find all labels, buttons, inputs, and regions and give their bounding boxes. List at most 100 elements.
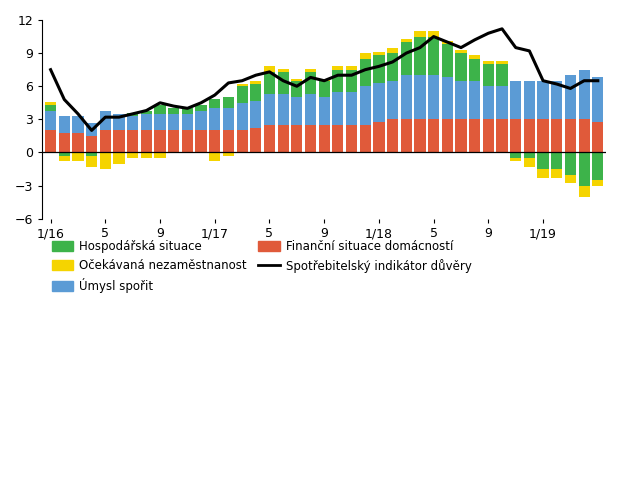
Bar <box>373 55 384 83</box>
Bar <box>168 130 179 152</box>
Bar <box>414 31 425 36</box>
Bar <box>237 130 248 152</box>
Bar <box>237 86 248 103</box>
Bar <box>565 75 576 120</box>
Bar <box>346 125 357 152</box>
Bar <box>442 44 453 77</box>
Bar <box>469 55 480 59</box>
Bar <box>100 152 111 169</box>
Bar <box>537 152 549 169</box>
Bar <box>455 120 466 152</box>
Bar <box>565 152 576 174</box>
Bar <box>551 120 563 152</box>
Bar <box>141 114 152 130</box>
Bar <box>510 81 521 120</box>
Bar <box>278 94 289 125</box>
Bar <box>455 81 466 120</box>
Bar <box>579 185 590 196</box>
Bar <box>469 120 480 152</box>
Bar <box>483 120 494 152</box>
Bar <box>45 105 57 110</box>
Bar <box>496 64 507 86</box>
Bar <box>319 78 330 81</box>
Bar <box>196 105 207 110</box>
Bar <box>223 109 234 130</box>
Bar <box>483 64 494 86</box>
Bar <box>387 48 398 53</box>
Bar <box>319 81 330 98</box>
Bar <box>414 36 425 75</box>
Bar <box>209 99 220 109</box>
Bar <box>360 59 371 86</box>
Bar <box>579 120 590 152</box>
Bar <box>551 81 563 120</box>
Bar <box>291 125 302 152</box>
Bar <box>319 125 330 152</box>
Bar <box>428 31 439 36</box>
Bar <box>483 61 494 64</box>
Bar <box>496 61 507 64</box>
Bar <box>524 120 535 152</box>
Bar <box>223 130 234 152</box>
Bar <box>264 94 275 125</box>
Bar <box>346 92 357 125</box>
Bar <box>510 152 521 158</box>
Bar <box>141 130 152 152</box>
Bar <box>209 130 220 152</box>
Bar <box>305 94 316 125</box>
Bar <box>373 83 384 121</box>
Bar <box>551 152 563 169</box>
Bar <box>250 84 261 100</box>
Bar <box>58 152 70 156</box>
Bar <box>414 120 425 152</box>
Bar <box>469 81 480 120</box>
Bar <box>332 66 343 70</box>
Bar <box>319 98 330 125</box>
Bar <box>141 152 152 158</box>
Bar <box>332 70 343 92</box>
Bar <box>579 70 590 120</box>
Bar <box>537 81 549 120</box>
Bar <box>182 130 193 152</box>
Bar <box>442 77 453 120</box>
Bar <box>278 72 289 94</box>
Bar <box>58 116 70 132</box>
Bar <box>237 84 248 86</box>
Bar <box>155 105 166 114</box>
Bar <box>100 130 111 152</box>
Bar <box>100 110 111 130</box>
Bar <box>360 125 371 152</box>
Bar <box>182 114 193 130</box>
Bar <box>114 130 125 152</box>
Bar <box>551 169 563 178</box>
Bar <box>305 68 316 72</box>
Bar <box>496 86 507 120</box>
Bar <box>278 125 289 152</box>
Bar <box>332 125 343 152</box>
Bar <box>264 66 275 72</box>
Bar <box>114 152 125 163</box>
Bar <box>114 114 125 130</box>
Bar <box>182 109 193 114</box>
Bar <box>291 78 302 81</box>
Bar <box>291 98 302 125</box>
Bar <box>373 52 384 55</box>
Bar <box>58 132 70 152</box>
Bar <box>428 36 439 75</box>
Bar <box>264 125 275 152</box>
Bar <box>592 121 604 152</box>
Bar <box>45 102 57 105</box>
Bar <box>196 110 207 130</box>
Bar <box>428 120 439 152</box>
Bar <box>86 136 97 152</box>
Bar <box>524 158 535 167</box>
Bar <box>442 120 453 152</box>
Bar <box>428 75 439 120</box>
Bar <box>127 113 138 116</box>
Bar <box>373 121 384 152</box>
Bar <box>401 42 412 75</box>
Bar <box>127 152 138 158</box>
Bar <box>524 81 535 120</box>
Bar <box>86 152 97 156</box>
Bar <box>579 152 590 185</box>
